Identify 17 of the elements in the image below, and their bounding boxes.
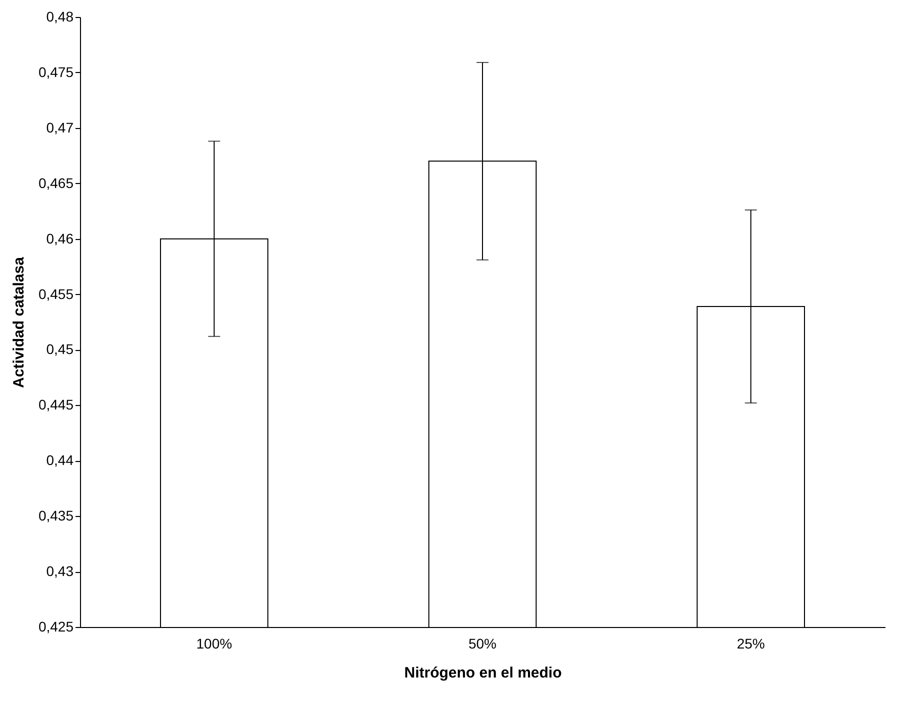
x-tick-label: 25% [736,636,765,652]
x-axis-title: Nitrógeno en el medio [404,664,562,682]
y-tick-label: 0,47 [46,119,74,136]
y-tick-label: 0,46 [46,230,74,246]
y-tick-label: 0,43 [46,563,74,580]
y-tick-label: 0,425 [38,618,74,634]
x-tick-label: 100% [196,636,232,652]
y-tick-label: 0,48 [46,8,74,24]
y-tick-label: 0,475 [38,64,74,80]
y-tick-label: 0,435 [38,508,74,524]
y-axis-title: Actividad catalasa [10,256,28,388]
y-tick-label: 0,455 [38,286,74,302]
y-tick-label: 0,45 [46,341,74,358]
y-tick-label: 0,44 [46,452,74,468]
x-tick-label: 50% [468,636,497,652]
y-tick-label: 0,445 [38,396,74,413]
y-tick-label: 0,465 [38,174,74,191]
